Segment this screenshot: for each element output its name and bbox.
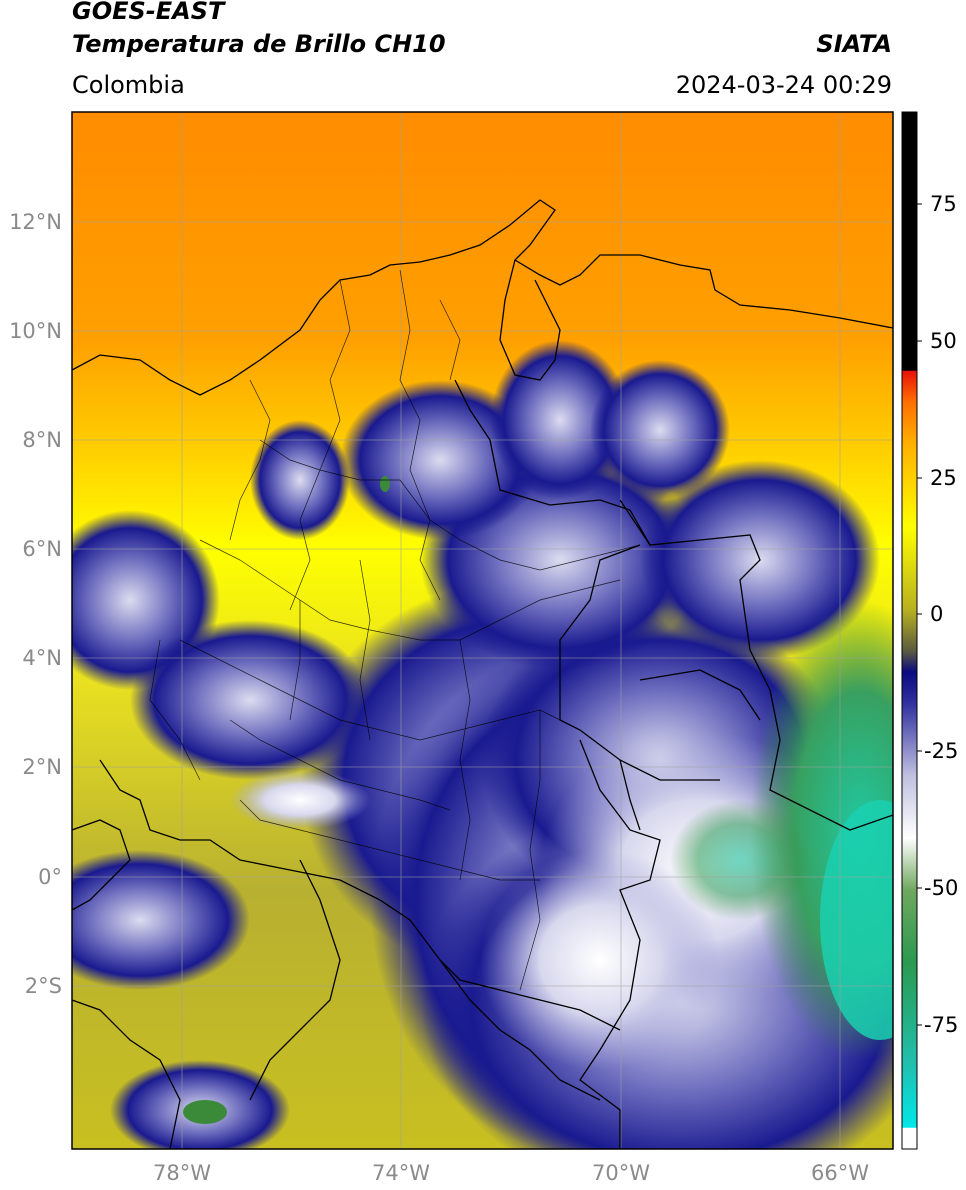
timestamp-label: 2024-03-24 00:29	[675, 71, 892, 99]
colorbar-tick: -50	[924, 876, 958, 900]
colorbar-tick: 0	[930, 602, 943, 626]
lat-label: 4°N	[22, 646, 62, 670]
lat-label: 10°N	[9, 319, 62, 343]
title-line-1: GOES-EAST	[72, 0, 225, 25]
lon-label: 70°W	[592, 1161, 650, 1185]
colorbar: 75 50 25 0 -25 -50 -75	[901, 111, 958, 1150]
graticule	[72, 112, 893, 1149]
colorbar-tick: -75	[924, 1013, 958, 1037]
imagery-layer	[72, 112, 893, 1149]
map-frame	[71, 111, 894, 1150]
colorbar-gradient	[902, 112, 917, 1149]
colorbar-tick: -25	[924, 739, 958, 763]
lat-label: 6°N	[22, 537, 62, 561]
region-label: Colombia	[72, 71, 185, 99]
department-boundaries	[149, 269, 641, 991]
lat-label: 12°N	[9, 210, 62, 234]
lat-label: 0°	[38, 865, 62, 889]
lat-label: 2°N	[22, 755, 62, 779]
latitude-labels: 12°N 10°N 8°N 6°N 4°N 2°N 0° 2°S	[9, 210, 62, 998]
lon-label: 74°W	[372, 1161, 430, 1185]
brand-label: SIATA	[816, 30, 892, 58]
colorbar-tick: 50	[930, 329, 957, 353]
colorbar-tick: 75	[930, 192, 957, 216]
lon-label: 66°W	[811, 1161, 869, 1185]
colorbar-tick: 25	[930, 466, 957, 490]
title-line-2: Temperatura de Brillo CH10	[72, 30, 446, 58]
lat-label: 8°N	[22, 428, 62, 452]
lat-label: 2°S	[25, 974, 62, 998]
lon-label: 78°W	[153, 1161, 211, 1185]
longitude-labels: 78°W 74°W 70°W 66°W	[153, 1161, 869, 1185]
